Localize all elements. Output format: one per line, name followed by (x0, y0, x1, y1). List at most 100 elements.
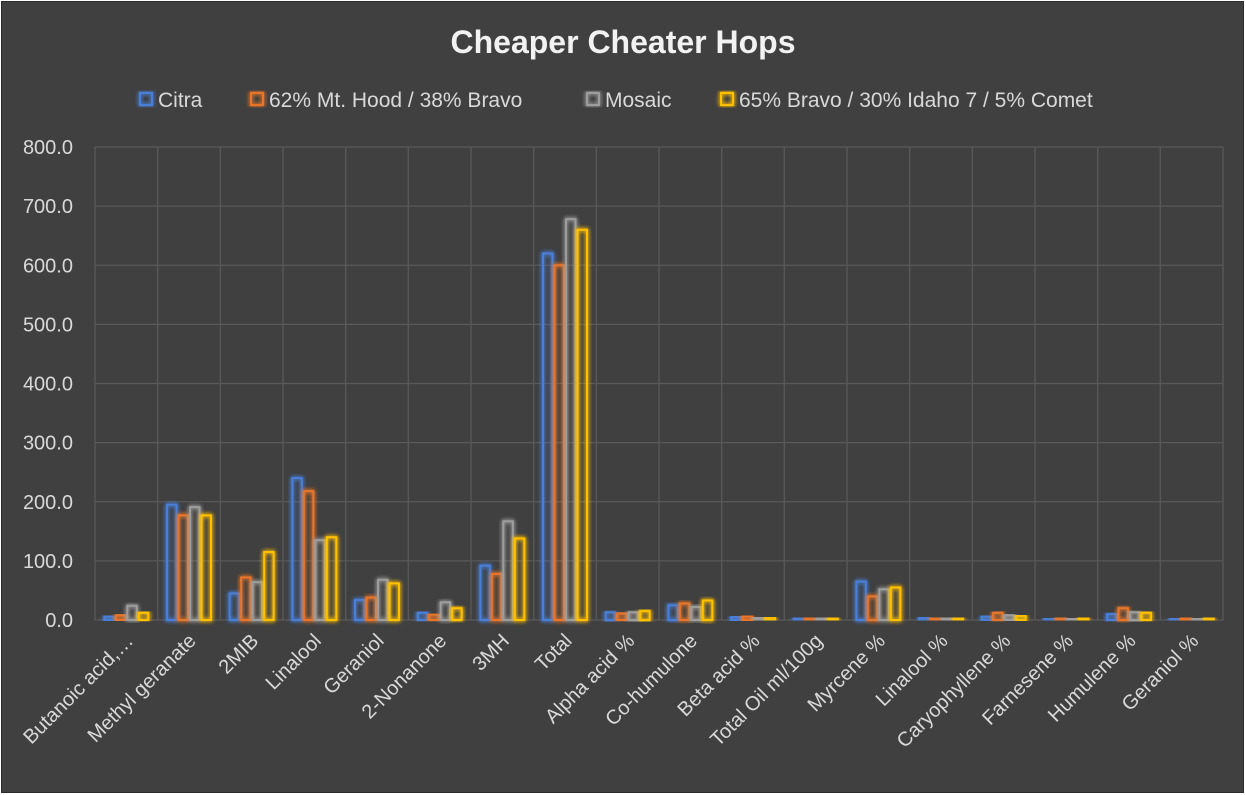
bar-65-bravo-30-idaho-7-5-comet-farnesene (1077, 617, 1090, 622)
bar-62-mt-hood-38-bravo-2mib (240, 576, 252, 621)
bar-62-mt-hood-38-bravo-methyl-geranate (177, 514, 189, 622)
bar-mosaic-total-oil-ml-100g (815, 617, 828, 622)
bar-65-bravo-30-idaho-7-5-comet-methyl-geranate (200, 514, 212, 622)
bar-62-mt-hood-38-bravo-total-oil-ml-100g (804, 617, 816, 622)
bar-62-mt-hood-38-bravo-farnesene (1054, 617, 1067, 622)
x-tick-label: Linalool (262, 630, 326, 694)
bar-mosaic-3mh (502, 520, 514, 621)
legend-swatch-65-bravo-30-idaho-7-5-comet (720, 92, 734, 106)
bar-65-bravo-30-idaho-7-5-comet-linalool (325, 536, 338, 621)
y-tick-label: 500.0 (23, 314, 73, 336)
x-tick-label: 2MIB (215, 630, 264, 679)
bar-mosaic-farnesene (1066, 617, 1078, 621)
bar-65-bravo-30-idaho-7-5-comet-beta-acid (764, 616, 776, 622)
bar-citra-butanoic-acid (103, 615, 115, 622)
legend-label-65-bravo-30-idaho-7-5-comet: 65% Bravo / 30% Idaho 7 / 5% Comet (739, 89, 1093, 112)
bar-65-bravo-30-idaho-7-5-comet-caryophyllene (1015, 614, 1027, 622)
y-tick-label: 800.0 (23, 137, 73, 159)
bar-62-mt-hood-38-bravo-linalool (929, 617, 941, 622)
x-tick-label: Total (531, 630, 576, 675)
bar-mosaic-total (565, 218, 577, 621)
x-tick-label: Butanoic acid,… (19, 630, 138, 749)
bar-65-bravo-30-idaho-7-5-comet-total (576, 228, 588, 621)
bar-citra-myrcene (855, 580, 867, 621)
bar-mosaic-caryophyllene (1003, 614, 1016, 622)
bar-65-bravo-30-idaho-7-5-comet-geraniol (388, 582, 400, 622)
legend-label-mosaic: Mosaic (605, 89, 672, 112)
bar-65-bravo-30-idaho-7-5-comet-geraniol (1203, 617, 1215, 622)
y-axis: 0.0 100.0 200.0 300.0 400.0 500.0 600.0 700.0 80… (23, 137, 73, 632)
bar-citra-methyl-geranate (166, 503, 178, 621)
bar-citra-caryophyllene (980, 615, 993, 622)
x-tick-label: Caryophyllene % (893, 630, 1016, 753)
y-tick-label: 0.0 (45, 610, 73, 632)
legend-swatch-62-mt-hood-38-bravo (250, 92, 264, 106)
bars (103, 218, 1215, 622)
bar-65-bravo-30-idaho-7-5-comet-butanoic-acid (137, 611, 150, 622)
y-tick-label: 300.0 (23, 433, 73, 455)
bar-mosaic-co-humulone (690, 605, 702, 621)
y-tick-label: 400.0 (23, 374, 73, 396)
y-tick-label: 100.0 (23, 551, 73, 573)
bar-65-bravo-30-idaho-7-5-comet-co-humulone (701, 599, 714, 622)
bar-citra-geraniol (1168, 617, 1181, 621)
bar-citra-alpha-acid (604, 611, 617, 621)
legend-swatch-citra (139, 92, 153, 106)
bar-citra-geraniol (354, 598, 366, 622)
bar-62-mt-hood-38-bravo-humulene (1117, 607, 1129, 621)
bar-citra-total-oil-ml-100g (792, 617, 805, 622)
bar-mosaic-linalool (941, 617, 953, 622)
bar-62-mt-hood-38-bravo-myrcene (866, 595, 879, 621)
x-axis: Butanoic acid,…Methyl geranate 2MIBLinalo… (19, 630, 1203, 753)
y-tick-label: 200.0 (23, 492, 73, 514)
bar-62-mt-hood-38-bravo-geraniol (1180, 617, 1192, 622)
bar-62-mt-hood-38-bravo-butanoic-acid (114, 614, 127, 622)
bar-62-mt-hood-38-bravo-caryophyllene (992, 611, 1004, 622)
bar-62-mt-hood-38-bravo-alpha-acid (616, 612, 628, 622)
bar-mosaic-methyl-geranate (189, 506, 201, 622)
bar-citra-humulene (1106, 613, 1118, 622)
bar-65-bravo-30-idaho-7-5-comet-myrcene (889, 586, 902, 622)
bar-mosaic-linalool (314, 539, 326, 622)
bar-62-mt-hood-38-bravo-beta-acid (741, 615, 753, 622)
bar-citra-linalool (918, 616, 930, 622)
legend-label-62-mt-hood-38-bravo: 62% Mt. Hood / 38% Bravo (269, 89, 522, 112)
bar-citra-total (542, 252, 554, 622)
bar-mosaic-2-nonanone (439, 601, 452, 622)
bar-citra-2mib (228, 592, 241, 621)
bar-mosaic-alpha-acid (627, 611, 640, 621)
bar-citra-3mh (479, 564, 491, 621)
y-tick-label: 700.0 (23, 196, 73, 218)
gridlines (94, 146, 1224, 621)
bar-mosaic-beta-acid (753, 616, 765, 622)
bar-mosaic-2mib (251, 581, 264, 621)
bar-65-bravo-30-idaho-7-5-comet-linalool (952, 617, 964, 622)
bar-mosaic-geraniol (377, 578, 389, 621)
bar-65-bravo-30-idaho-7-5-comet-humulene (1140, 611, 1152, 622)
bar-65-bravo-30-idaho-7-5-comet-2mib (263, 551, 275, 621)
bar-65-bravo-30-idaho-7-5-comet-3mh (513, 537, 526, 621)
bar-62-mt-hood-38-bravo-total (553, 264, 565, 621)
bar-62-mt-hood-38-bravo-2-nonanone (428, 613, 440, 622)
x-tick-label: 3MH (468, 630, 513, 675)
legend-label-citra: Citra (158, 89, 203, 112)
legend-swatch-mosaic (586, 92, 600, 106)
bar-citra-beta-acid (730, 616, 742, 622)
bar-mosaic-butanoic-acid (126, 604, 138, 621)
bar-62-mt-hood-38-bravo-linalool (302, 490, 315, 622)
bar-citra-farnesene (1043, 617, 1055, 621)
bar-62-mt-hood-38-bravo-co-humulone (678, 602, 691, 622)
x-tick-label: Methyl geranate (84, 630, 201, 747)
bar-62-mt-hood-38-bravo-geraniol (365, 596, 377, 621)
chart-title: Cheaper Cheater Hops (451, 24, 796, 60)
bar-citra-co-humulone (667, 604, 679, 621)
bar-citra-linalool (291, 477, 303, 621)
bar-65-bravo-30-idaho-7-5-comet-alpha-acid (639, 610, 651, 621)
bar-mosaic-humulene (1129, 611, 1141, 621)
bar-65-bravo-30-idaho-7-5-comet-total-oil-ml-100g (827, 617, 839, 622)
bar-65-bravo-30-idaho-7-5-comet-2-nonanone (451, 607, 463, 621)
bar-mosaic-myrcene (878, 588, 890, 622)
bar-citra-2-nonanone (416, 611, 429, 622)
